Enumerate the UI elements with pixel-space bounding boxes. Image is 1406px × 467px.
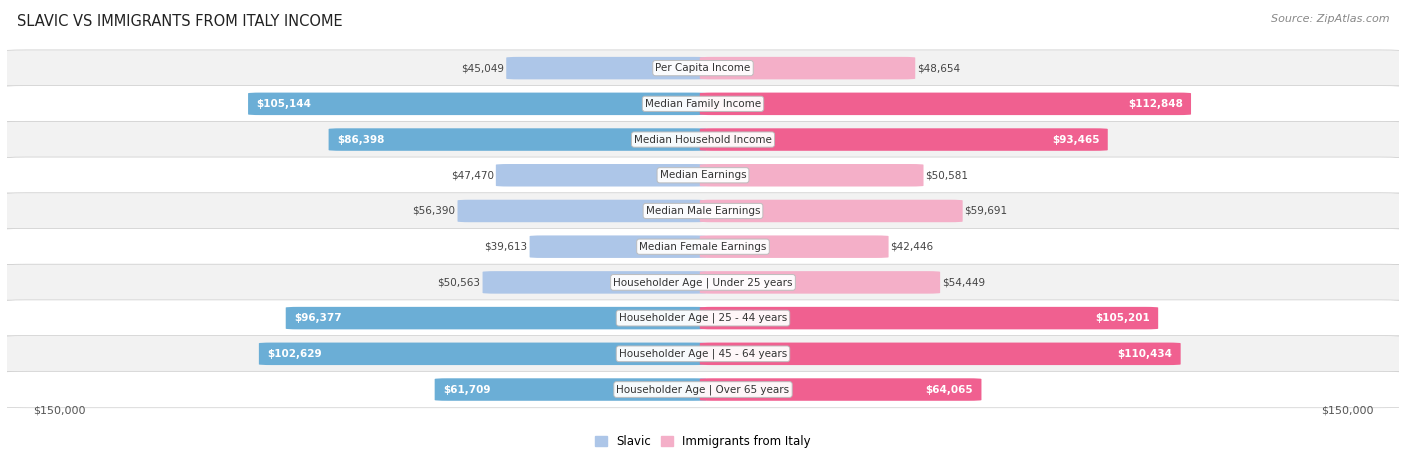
Text: Source: ZipAtlas.com: Source: ZipAtlas.com xyxy=(1271,14,1389,24)
Text: Householder Age | 45 - 64 years: Householder Age | 45 - 64 years xyxy=(619,348,787,359)
FancyBboxPatch shape xyxy=(700,92,1191,115)
FancyBboxPatch shape xyxy=(482,271,706,294)
Text: $105,201: $105,201 xyxy=(1095,313,1150,323)
Text: $150,000: $150,000 xyxy=(32,405,86,415)
Text: Per Capita Income: Per Capita Income xyxy=(655,63,751,73)
FancyBboxPatch shape xyxy=(259,343,706,365)
FancyBboxPatch shape xyxy=(285,307,706,329)
Text: $93,465: $93,465 xyxy=(1052,134,1099,145)
Text: Median Male Earnings: Median Male Earnings xyxy=(645,206,761,216)
Text: $110,434: $110,434 xyxy=(1118,349,1173,359)
Text: $50,581: $50,581 xyxy=(925,170,969,180)
Text: $105,144: $105,144 xyxy=(256,99,312,109)
FancyBboxPatch shape xyxy=(434,378,706,401)
FancyBboxPatch shape xyxy=(457,200,706,222)
FancyBboxPatch shape xyxy=(700,271,941,294)
FancyBboxPatch shape xyxy=(0,157,1406,193)
FancyBboxPatch shape xyxy=(700,164,924,186)
Text: $50,563: $50,563 xyxy=(437,277,481,287)
Text: $150,000: $150,000 xyxy=(1320,405,1374,415)
Text: $61,709: $61,709 xyxy=(443,384,491,395)
FancyBboxPatch shape xyxy=(700,128,1108,151)
Text: Householder Age | Under 25 years: Householder Age | Under 25 years xyxy=(613,277,793,288)
Text: $64,065: $64,065 xyxy=(925,384,973,395)
Text: Median Household Income: Median Household Income xyxy=(634,134,772,145)
FancyBboxPatch shape xyxy=(329,128,706,151)
FancyBboxPatch shape xyxy=(700,343,1181,365)
FancyBboxPatch shape xyxy=(0,121,1406,158)
Text: Median Family Income: Median Family Income xyxy=(645,99,761,109)
Text: $59,691: $59,691 xyxy=(965,206,1008,216)
FancyBboxPatch shape xyxy=(0,264,1406,301)
Text: Median Earnings: Median Earnings xyxy=(659,170,747,180)
FancyBboxPatch shape xyxy=(0,193,1406,229)
Legend: Slavic, Immigrants from Italy: Slavic, Immigrants from Italy xyxy=(591,430,815,453)
FancyBboxPatch shape xyxy=(700,57,915,79)
FancyBboxPatch shape xyxy=(506,57,706,79)
FancyBboxPatch shape xyxy=(700,378,981,401)
FancyBboxPatch shape xyxy=(496,164,706,186)
Text: $48,654: $48,654 xyxy=(917,63,960,73)
Text: Median Female Earnings: Median Female Earnings xyxy=(640,242,766,252)
Text: $47,470: $47,470 xyxy=(451,170,494,180)
Text: $39,613: $39,613 xyxy=(485,242,527,252)
Text: SLAVIC VS IMMIGRANTS FROM ITALY INCOME: SLAVIC VS IMMIGRANTS FROM ITALY INCOME xyxy=(17,14,343,29)
Text: $54,449: $54,449 xyxy=(942,277,986,287)
FancyBboxPatch shape xyxy=(0,50,1406,86)
FancyBboxPatch shape xyxy=(700,235,889,258)
Text: $45,049: $45,049 xyxy=(461,63,505,73)
FancyBboxPatch shape xyxy=(247,92,706,115)
FancyBboxPatch shape xyxy=(700,200,963,222)
FancyBboxPatch shape xyxy=(0,371,1406,408)
Text: $96,377: $96,377 xyxy=(294,313,342,323)
FancyBboxPatch shape xyxy=(700,307,1159,329)
Text: $42,446: $42,446 xyxy=(890,242,934,252)
Text: $112,848: $112,848 xyxy=(1128,99,1182,109)
Text: $86,398: $86,398 xyxy=(337,134,384,145)
Text: $56,390: $56,390 xyxy=(412,206,456,216)
Text: $102,629: $102,629 xyxy=(267,349,322,359)
Text: Householder Age | 25 - 44 years: Householder Age | 25 - 44 years xyxy=(619,313,787,323)
FancyBboxPatch shape xyxy=(0,336,1406,372)
FancyBboxPatch shape xyxy=(0,85,1406,122)
FancyBboxPatch shape xyxy=(0,300,1406,336)
FancyBboxPatch shape xyxy=(0,228,1406,265)
FancyBboxPatch shape xyxy=(530,235,706,258)
Text: Householder Age | Over 65 years: Householder Age | Over 65 years xyxy=(616,384,790,395)
